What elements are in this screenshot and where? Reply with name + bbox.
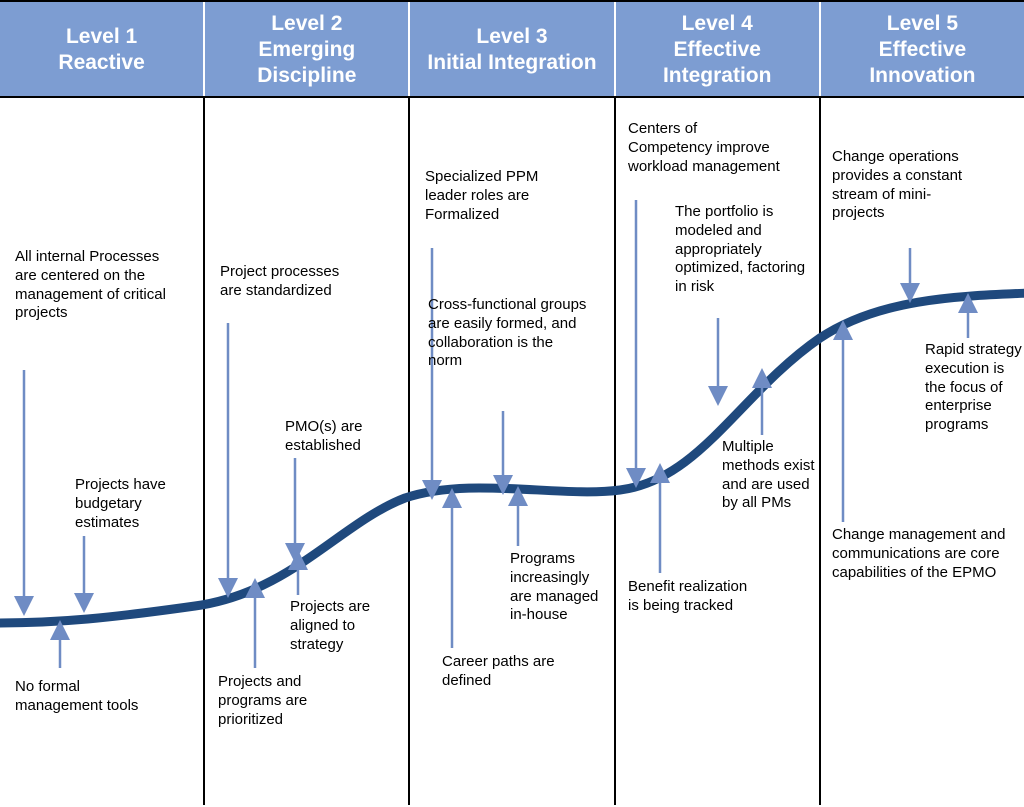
maturity-diagram: Level 1ReactiveLevel 2Emerging Disciplin… bbox=[0, 0, 1024, 807]
annotation-a7: Projects and programs are prioritized bbox=[218, 673, 348, 729]
annotation-layer: All internal Processes are centered on t… bbox=[0, 98, 1024, 805]
annotation-a1: All internal Processes are centered on t… bbox=[15, 248, 175, 323]
annotation-a5: PMO(s) are established bbox=[285, 418, 405, 456]
annotation-a9: Cross-functional groups are easily forme… bbox=[428, 296, 588, 371]
annotation-a2: Projects have budgetary estimates bbox=[75, 476, 195, 532]
annotation-a13: The portfolio is modeled and appropriate… bbox=[675, 203, 815, 297]
level-number: Level 5 bbox=[887, 10, 958, 37]
header-row: Level 1ReactiveLevel 2Emerging Disciplin… bbox=[0, 0, 1024, 98]
level-number: Level 1 bbox=[66, 23, 137, 50]
annotation-a15: Benefit realization is being tracked bbox=[628, 578, 748, 616]
header-cell-level-4: Level 4Effective Integration bbox=[616, 2, 821, 96]
annotation-a4: Project processes are standardized bbox=[220, 263, 360, 301]
annotation-a8: Specialized PPM leader roles are Formali… bbox=[425, 168, 565, 224]
header-cell-level-3: Level 3Initial Integration bbox=[410, 2, 615, 96]
annotation-a14: Multiple methods exist and are used by a… bbox=[722, 438, 822, 513]
level-subtitle: Initial Integration bbox=[427, 50, 596, 75]
annotation-a6: Projects are aligned to strategy bbox=[290, 598, 410, 654]
header-cell-level-5: Level 5Effective Innovation bbox=[821, 2, 1024, 96]
level-subtitle: Reactive bbox=[58, 50, 144, 75]
level-number: Level 4 bbox=[682, 10, 753, 37]
level-subtitle: Effective Integration bbox=[620, 37, 815, 87]
annotation-a12: Centers of Competency improve workload m… bbox=[628, 120, 783, 176]
annotation-a10: Programs increasingly are managed in-hou… bbox=[510, 550, 615, 625]
annotation-a11: Career paths are defined bbox=[442, 653, 592, 691]
header-cell-level-2: Level 2Emerging Discipline bbox=[205, 2, 410, 96]
annotation-a16: Change operations provides a constant st… bbox=[832, 148, 972, 223]
annotation-a3: No formal management tools bbox=[15, 678, 145, 716]
level-number: Level 3 bbox=[476, 23, 547, 50]
annotation-a18: Change management and communications are… bbox=[832, 526, 1007, 582]
annotation-a17: Rapid strategy execution is the focus of… bbox=[925, 341, 1023, 435]
level-subtitle: Emerging Discipline bbox=[209, 37, 404, 87]
level-number: Level 2 bbox=[271, 10, 342, 37]
header-cell-level-1: Level 1Reactive bbox=[0, 2, 205, 96]
level-subtitle: Effective Innovation bbox=[825, 37, 1020, 87]
